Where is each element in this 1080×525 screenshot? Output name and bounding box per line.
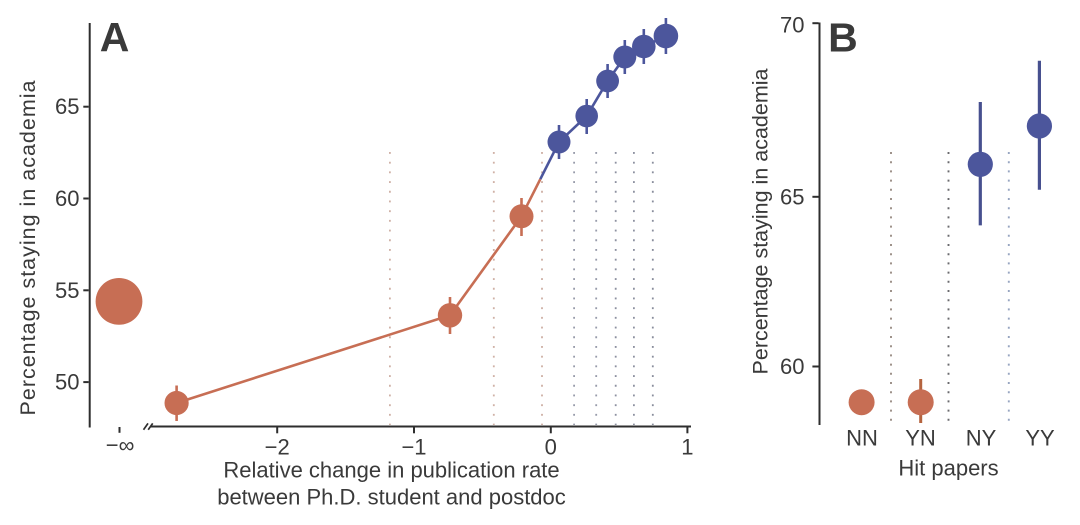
svg-text:YN: YN [905, 426, 936, 451]
svg-text:65: 65 [55, 94, 79, 119]
svg-text:NY: NY [966, 426, 997, 451]
svg-text:YY: YY [1025, 426, 1055, 451]
svg-text:B: B [828, 14, 858, 60]
svg-text:1: 1 [681, 435, 693, 460]
svg-text:Percentage staying in academia: Percentage staying in academia [16, 80, 40, 416]
svg-text:Percentage staying in academia: Percentage staying in academia [749, 68, 773, 374]
svg-text:Hit papers: Hit papers [898, 456, 998, 481]
svg-text:65: 65 [780, 185, 804, 210]
svg-text:NN: NN [846, 426, 878, 451]
svg-text:−1: −1 [401, 435, 426, 460]
svg-text:70: 70 [780, 13, 804, 38]
svg-text:between Ph.D. student and post: between Ph.D. student and postdoc [217, 485, 566, 510]
svg-text:Relative change in publication: Relative change in publication rate [223, 458, 559, 483]
svg-text:0: 0 [545, 435, 557, 460]
svg-text:−2: −2 [265, 435, 290, 460]
svg-text:55: 55 [55, 278, 79, 303]
svg-text:A: A [100, 14, 130, 60]
svg-text:60: 60 [780, 354, 804, 379]
svg-text:50: 50 [55, 370, 79, 395]
svg-text:60: 60 [55, 186, 79, 211]
svg-text:−∞: −∞ [106, 433, 135, 458]
